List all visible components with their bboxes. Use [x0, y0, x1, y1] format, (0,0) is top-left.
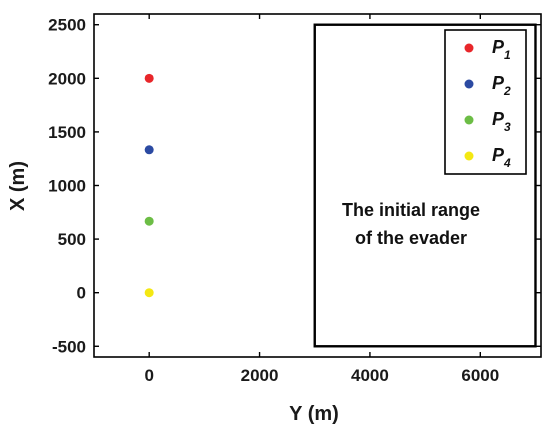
data-point-p4 [144, 288, 154, 298]
region-annotation-line-1: The initial range [342, 200, 480, 220]
y-tick-label: 2500 [48, 16, 86, 35]
x-tick-label: 2000 [241, 366, 279, 385]
y-tick-label: 2000 [48, 69, 86, 88]
data-point-p3 [144, 216, 154, 226]
y-tick-label: 500 [58, 230, 86, 249]
y-tick-label: 1000 [48, 177, 86, 196]
legend-marker-p3 [464, 115, 474, 125]
legend-marker-p1 [464, 43, 474, 53]
legend-marker-p2 [464, 79, 474, 89]
y-tick-label: 0 [77, 284, 86, 303]
x-axis-label: Y (m) [289, 403, 339, 425]
y-tick-label: -500 [52, 337, 86, 356]
y-tick-label: 1500 [48, 123, 86, 142]
x-tick-label: 4000 [351, 366, 389, 385]
x-tick-label: 0 [144, 366, 153, 385]
data-point-p2 [144, 145, 154, 155]
legend-marker-p4 [464, 151, 474, 161]
legend-box [444, 29, 527, 175]
data-point-p1 [144, 73, 154, 83]
evader-initial-range-box [313, 23, 537, 348]
x-tick-label: 6000 [461, 366, 499, 385]
y-axis-label: X (m) [7, 161, 29, 211]
region-annotation-line-2: of the evader [355, 228, 467, 248]
